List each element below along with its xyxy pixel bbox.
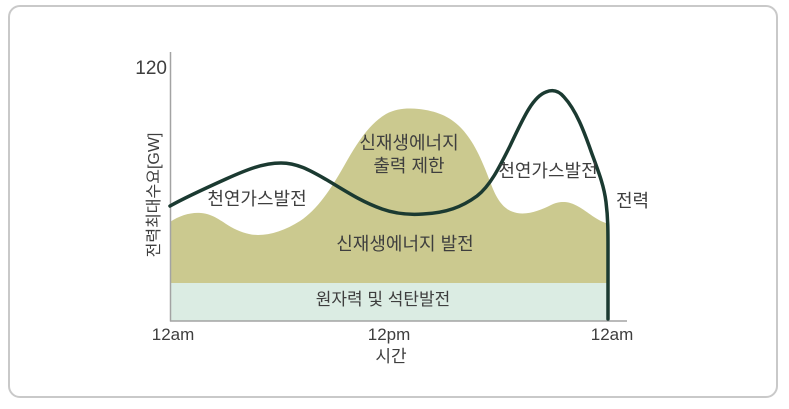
label-demand-line: 전력 xyxy=(616,191,649,211)
label-curtailment-line1: 신재생에너지 xyxy=(359,133,458,153)
label-curtailment-line2: 출력 제한 xyxy=(373,156,444,176)
x-axis-label: 시간 xyxy=(375,347,407,366)
x-tick-12pm: 12pm xyxy=(368,325,411,344)
x-tick-12am-right: 12am xyxy=(591,325,634,344)
label-baseload-band: 원자력 및 석탄발전 xyxy=(316,290,451,309)
baseload-area xyxy=(170,283,609,321)
demand-curve-line xyxy=(168,88,610,321)
label-renewable-generation: 신재생에너지 발전 xyxy=(336,234,473,254)
y-tick-120: 120 xyxy=(135,58,167,79)
label-gas-generation-right: 천연가스발전 xyxy=(498,161,597,181)
x-tick-12am-left: 12am xyxy=(152,325,195,344)
y-axis-label: 전력최대수요[GW] xyxy=(145,133,163,258)
label-gas-generation-left: 천연가스발전 xyxy=(207,189,306,209)
chart-frame xyxy=(8,5,778,398)
renewable-area xyxy=(170,108,609,283)
